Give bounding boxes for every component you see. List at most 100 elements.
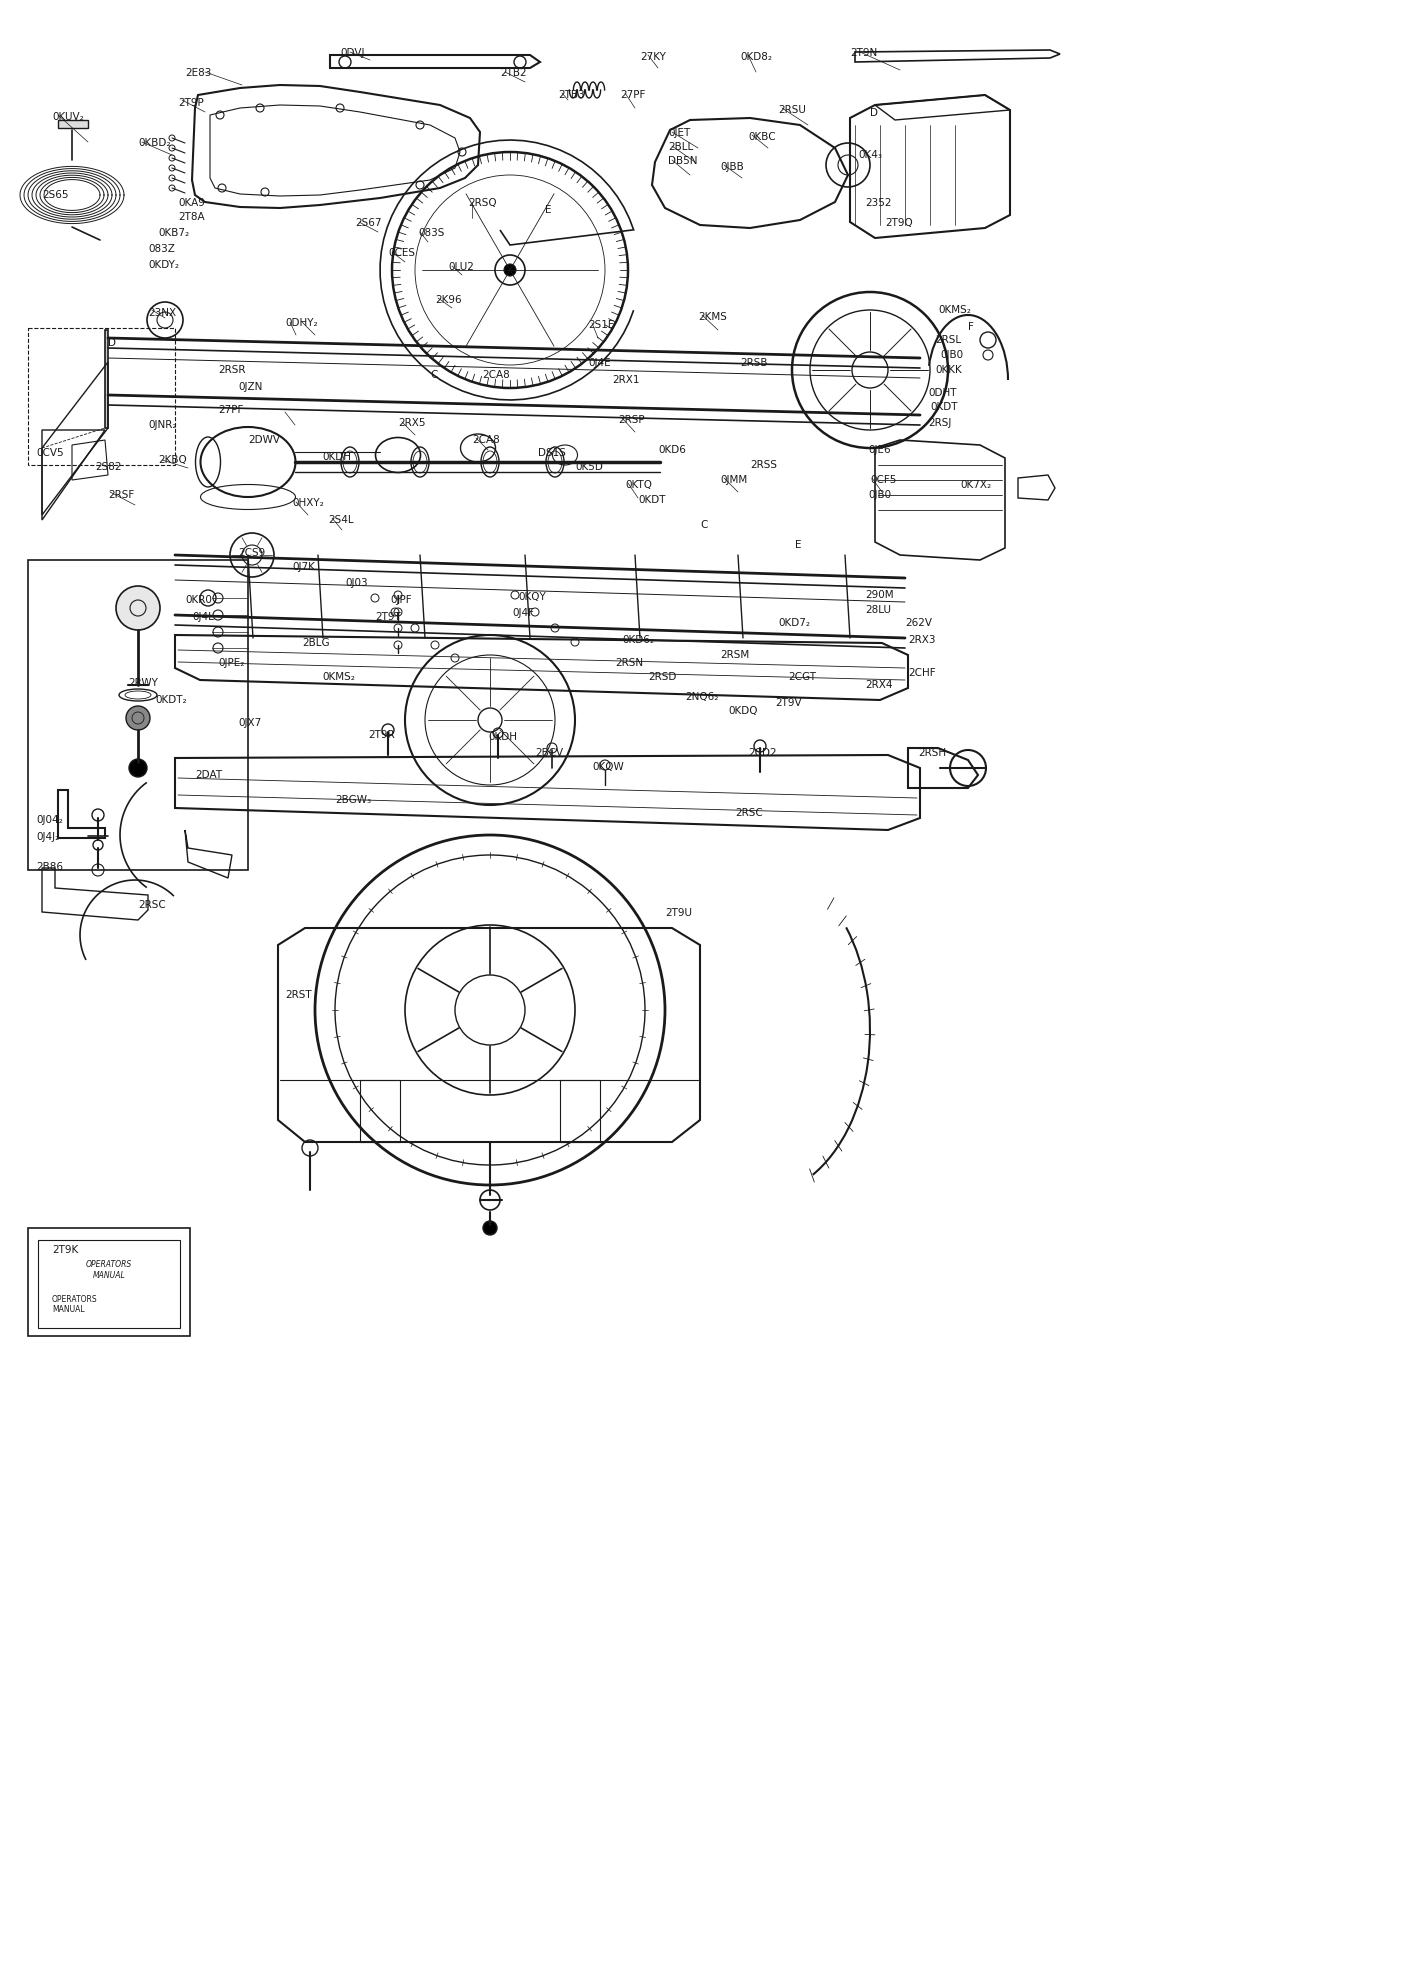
Text: 0J03: 0J03: [344, 579, 367, 589]
Text: 2BGW₃: 2BGW₃: [335, 795, 371, 804]
Text: 0KA9: 0KA9: [179, 198, 205, 208]
Text: 2T8A: 2T8A: [179, 212, 205, 222]
Text: 0J4E: 0J4E: [588, 357, 610, 369]
Text: 2RSF: 2RSF: [108, 490, 134, 500]
Text: 0KD6₂: 0KD6₂: [621, 636, 654, 645]
Text: 2S67: 2S67: [354, 218, 381, 228]
Text: 2352: 2352: [865, 198, 891, 208]
Text: 2T9N: 2T9N: [851, 47, 877, 59]
Text: 2T9R: 2T9R: [368, 730, 395, 740]
Text: 27PF: 27PF: [218, 404, 243, 416]
Text: 2DWV: 2DWV: [247, 436, 280, 445]
Text: 2RWY: 2RWY: [128, 679, 157, 689]
Text: 2CS9: 2CS9: [238, 547, 266, 557]
Text: C: C: [700, 520, 707, 530]
Text: 2E83: 2E83: [186, 69, 211, 78]
Text: 2KBQ: 2KBQ: [157, 455, 187, 465]
Text: 0KD7₂: 0KD7₂: [778, 618, 810, 628]
Text: 0CV5: 0CV5: [37, 447, 63, 457]
Text: 0KDQ: 0KDQ: [728, 706, 758, 716]
Text: 2K96: 2K96: [434, 294, 461, 304]
Text: 2RSR: 2RSR: [218, 365, 246, 375]
Text: 2BLG: 2BLG: [302, 638, 329, 647]
Text: 0KD6: 0KD6: [658, 445, 686, 455]
Text: 083S: 083S: [418, 228, 444, 237]
Circle shape: [117, 587, 160, 630]
Text: 0KB7₂: 0KB7₂: [157, 228, 190, 237]
Text: 0KDT: 0KDT: [638, 494, 665, 504]
Text: 2TB2: 2TB2: [501, 69, 527, 78]
Text: 0KDT₂: 0KDT₂: [155, 695, 187, 704]
Text: DB5N: DB5N: [668, 157, 697, 167]
Polygon shape: [58, 120, 89, 128]
Text: 0K5D: 0K5D: [575, 461, 603, 473]
Text: 2RSL: 2RSL: [935, 336, 962, 345]
Text: 2T9Q: 2T9Q: [884, 218, 912, 228]
Text: 0JB0: 0JB0: [868, 490, 891, 500]
Text: 2NQ6₂: 2NQ6₂: [685, 693, 718, 702]
Text: 0JPE₂: 0JPE₂: [218, 657, 245, 667]
Text: 27PF: 27PF: [620, 90, 645, 100]
Text: 0JZN: 0JZN: [238, 383, 263, 392]
Text: 0J4F: 0J4F: [512, 608, 534, 618]
Text: E: E: [546, 204, 551, 216]
Text: C: C: [430, 371, 437, 381]
Text: 2RX5: 2RX5: [398, 418, 426, 428]
Text: 262V: 262V: [905, 618, 932, 628]
Bar: [28, 1228, 190, 1336]
Text: 2T9P: 2T9P: [179, 98, 204, 108]
Text: 2T9U: 2T9U: [665, 908, 692, 918]
Text: 2B86: 2B86: [37, 861, 63, 871]
Text: 27KY: 27KY: [640, 53, 666, 63]
Text: 0J4J₂: 0J4J₂: [37, 832, 59, 842]
Text: 2RSQ: 2RSQ: [468, 198, 496, 208]
Text: 0HXY₂: 0HXY₂: [292, 498, 323, 508]
Text: 0KDH: 0KDH: [322, 451, 352, 461]
Text: 28LU: 28LU: [865, 604, 891, 614]
Text: 0KDH: 0KDH: [488, 732, 517, 742]
Text: 0KMS₂: 0KMS₂: [938, 304, 972, 316]
Text: 0JX7: 0JX7: [238, 718, 262, 728]
Text: 2RSH: 2RSH: [918, 748, 946, 757]
Text: 0JMM: 0JMM: [720, 475, 747, 485]
Text: 0K7X₂: 0K7X₂: [960, 481, 991, 490]
Text: 290M: 290M: [865, 591, 894, 600]
Text: E: E: [794, 540, 801, 549]
Text: 2T9V: 2T9V: [775, 698, 801, 708]
Text: 0JPF: 0JPF: [389, 594, 412, 604]
Text: 0KR0: 0KR0: [186, 594, 212, 604]
Text: 0KBD₂: 0KBD₂: [138, 137, 170, 147]
Text: 0KBC: 0KBC: [748, 131, 776, 141]
Text: 0KTQ: 0KTQ: [626, 481, 652, 490]
Text: 0KDT: 0KDT: [929, 402, 957, 412]
Text: 2RX3: 2RX3: [908, 636, 935, 645]
Text: 2RSJ: 2RSJ: [928, 418, 952, 428]
Text: 2CHF: 2CHF: [908, 667, 935, 679]
Text: 0J04₂: 0J04₂: [37, 814, 63, 824]
Text: 23NX: 23NX: [148, 308, 176, 318]
Text: 2CD2: 2CD2: [748, 748, 776, 757]
Text: 0JB0: 0JB0: [941, 349, 963, 359]
Text: DS1S: DS1S: [538, 447, 565, 457]
Text: 0KDY₂: 0KDY₂: [148, 261, 179, 271]
Text: 2RSU: 2RSU: [778, 106, 806, 116]
Text: 2RSC: 2RSC: [735, 808, 762, 818]
Text: F: F: [967, 322, 974, 332]
Text: 2T9K: 2T9K: [52, 1246, 79, 1256]
Text: 2CA8: 2CA8: [482, 371, 510, 381]
Text: 0JE6: 0JE6: [868, 445, 890, 455]
Text: 2BLL: 2BLL: [668, 141, 693, 151]
Text: D: D: [870, 108, 877, 118]
Text: OPERATORS
MANUAL: OPERATORS MANUAL: [52, 1295, 97, 1315]
Text: 0DHY₂: 0DHY₂: [285, 318, 318, 328]
Circle shape: [484, 1220, 496, 1234]
Text: 2KMS: 2KMS: [697, 312, 727, 322]
Circle shape: [503, 265, 516, 277]
Text: 0DVJ: 0DVJ: [340, 47, 364, 59]
Text: 2S4L: 2S4L: [328, 514, 354, 526]
Text: 2CGT: 2CGT: [787, 673, 815, 683]
Text: 2S1E: 2S1E: [588, 320, 614, 330]
Text: 0CF5: 0CF5: [870, 475, 897, 485]
Text: 2S65: 2S65: [42, 190, 69, 200]
Text: 0DHT: 0DHT: [928, 388, 956, 398]
